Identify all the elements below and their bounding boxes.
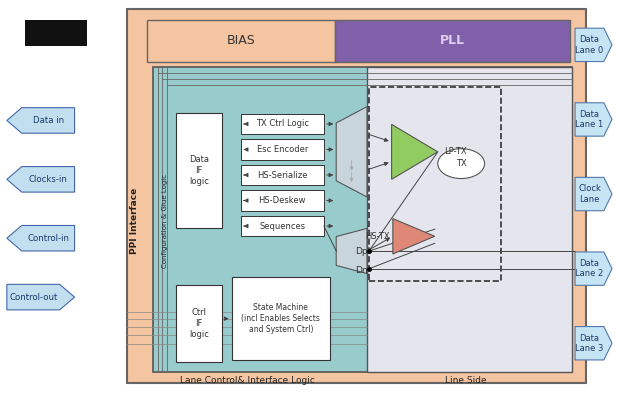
Text: Data in: Data in — [33, 116, 64, 125]
Text: Dn: Dn — [355, 266, 368, 275]
Text: Control-out: Control-out — [9, 293, 57, 302]
Polygon shape — [392, 125, 438, 179]
Text: Data
Lane 0: Data Lane 0 — [575, 35, 603, 54]
Polygon shape — [393, 219, 435, 254]
Bar — [176, 113, 222, 229]
Bar — [241, 114, 324, 134]
Text: Line Side: Line Side — [445, 376, 486, 385]
Polygon shape — [575, 252, 612, 285]
Polygon shape — [336, 229, 367, 273]
Polygon shape — [7, 225, 75, 251]
Text: BIAS: BIAS — [226, 34, 255, 47]
Text: Configuration & Glue Logic: Configuration & Glue Logic — [162, 173, 168, 268]
Bar — [154, 67, 572, 372]
Circle shape — [438, 149, 484, 178]
Bar — [335, 20, 570, 61]
Text: Data
Lane 1: Data Lane 1 — [575, 110, 603, 129]
Text: HS-TX: HS-TX — [365, 232, 390, 241]
Bar — [25, 20, 87, 46]
Polygon shape — [575, 327, 612, 360]
Polygon shape — [575, 103, 612, 136]
Bar — [127, 9, 586, 383]
Text: Data
IF
logic: Data IF logic — [189, 155, 209, 186]
Text: HS-Deskew: HS-Deskew — [259, 196, 306, 205]
Text: State Machine
(incl Enables Selects
and System Ctrl): State Machine (incl Enables Selects and … — [241, 303, 320, 335]
Polygon shape — [336, 107, 367, 197]
Bar — [241, 216, 324, 236]
Bar — [367, 67, 572, 372]
Text: TX Ctrl Logic: TX Ctrl Logic — [256, 119, 309, 128]
Text: Clocks-in: Clocks-in — [29, 175, 68, 184]
Bar — [369, 87, 501, 281]
Text: Lane Control& Interface Logic: Lane Control& Interface Logic — [180, 376, 315, 385]
Polygon shape — [575, 28, 612, 61]
Text: Data
Lane 3: Data Lane 3 — [575, 334, 603, 353]
Bar — [176, 285, 222, 362]
Bar — [241, 190, 324, 211]
Text: PPI Interface: PPI Interface — [130, 188, 139, 254]
Polygon shape — [7, 167, 75, 192]
Bar — [147, 20, 335, 61]
Text: Control-in: Control-in — [27, 234, 69, 243]
Text: Data
Lane 2: Data Lane 2 — [575, 259, 603, 278]
Text: PLL: PLL — [440, 34, 465, 47]
Text: HS-Serialize: HS-Serialize — [257, 171, 308, 180]
Text: TX: TX — [456, 159, 466, 168]
Polygon shape — [7, 284, 75, 310]
Bar — [241, 139, 324, 160]
Bar — [231, 277, 330, 360]
Polygon shape — [575, 177, 612, 211]
Bar — [241, 165, 324, 185]
Polygon shape — [7, 108, 75, 133]
Text: Esc Encoder: Esc Encoder — [257, 145, 308, 154]
Text: Sequences: Sequences — [259, 221, 305, 230]
Text: LP-TX: LP-TX — [444, 147, 466, 156]
Text: Ctrl
IF
logic: Ctrl IF logic — [189, 308, 209, 339]
Text: Clock
Lane: Clock Lane — [578, 184, 601, 204]
Text: Dp: Dp — [355, 247, 368, 256]
